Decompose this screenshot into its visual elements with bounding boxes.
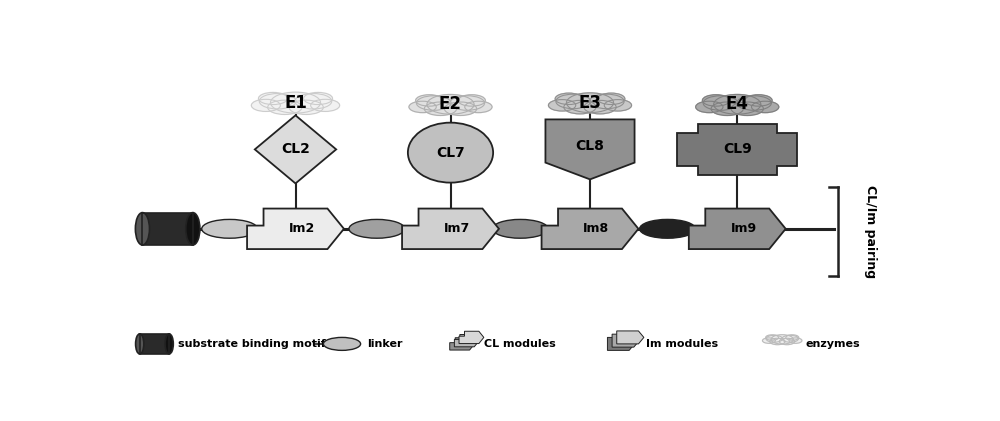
Circle shape xyxy=(731,102,763,115)
Circle shape xyxy=(711,102,743,115)
Polygon shape xyxy=(454,335,479,347)
Circle shape xyxy=(444,102,477,115)
Circle shape xyxy=(702,95,730,106)
Circle shape xyxy=(270,92,321,113)
Polygon shape xyxy=(689,208,786,249)
Text: Im2: Im2 xyxy=(289,222,315,235)
Polygon shape xyxy=(612,334,639,347)
Polygon shape xyxy=(402,208,499,249)
Circle shape xyxy=(259,93,296,109)
Circle shape xyxy=(304,93,333,104)
Circle shape xyxy=(789,338,802,344)
Text: CL8: CL8 xyxy=(576,139,604,153)
Circle shape xyxy=(450,96,485,110)
Text: Im8: Im8 xyxy=(583,222,609,235)
Circle shape xyxy=(458,95,485,106)
Text: Im7: Im7 xyxy=(444,222,470,235)
Circle shape xyxy=(714,94,761,114)
Circle shape xyxy=(737,96,771,110)
Polygon shape xyxy=(545,120,635,179)
Circle shape xyxy=(424,102,457,115)
Text: linker: linker xyxy=(368,339,403,349)
Ellipse shape xyxy=(165,334,173,354)
Text: Im9: Im9 xyxy=(730,222,757,235)
Bar xyxy=(142,213,193,245)
Circle shape xyxy=(598,93,625,104)
Circle shape xyxy=(251,99,280,112)
Circle shape xyxy=(762,338,775,344)
Text: substrate binding motif: substrate binding motif xyxy=(178,339,325,349)
Circle shape xyxy=(465,101,492,113)
Circle shape xyxy=(427,94,474,114)
Text: CL2: CL2 xyxy=(281,142,310,156)
Ellipse shape xyxy=(640,219,695,238)
Circle shape xyxy=(416,96,451,110)
Ellipse shape xyxy=(202,219,258,238)
Circle shape xyxy=(782,335,798,342)
Ellipse shape xyxy=(323,337,361,350)
Circle shape xyxy=(703,96,738,110)
Text: CL modules: CL modules xyxy=(484,339,556,349)
Ellipse shape xyxy=(492,219,548,238)
Circle shape xyxy=(584,100,616,114)
Text: E3: E3 xyxy=(578,94,602,112)
Circle shape xyxy=(566,93,614,112)
Circle shape xyxy=(556,94,591,109)
Text: enzymes: enzymes xyxy=(805,339,860,349)
Circle shape xyxy=(258,93,287,104)
Text: Im modules: Im modules xyxy=(646,339,718,349)
Circle shape xyxy=(289,100,323,115)
Circle shape xyxy=(766,335,782,342)
Polygon shape xyxy=(247,208,344,249)
Ellipse shape xyxy=(408,123,493,183)
Polygon shape xyxy=(617,331,644,344)
Circle shape xyxy=(604,100,632,111)
Circle shape xyxy=(696,101,723,113)
Text: CL7: CL7 xyxy=(436,146,465,160)
Polygon shape xyxy=(459,331,484,344)
Polygon shape xyxy=(607,337,635,350)
Bar xyxy=(142,213,193,245)
Circle shape xyxy=(752,101,779,113)
Circle shape xyxy=(564,100,596,114)
Circle shape xyxy=(548,100,576,111)
Ellipse shape xyxy=(136,334,144,354)
Circle shape xyxy=(745,95,772,106)
Circle shape xyxy=(771,335,793,344)
Text: E4: E4 xyxy=(726,95,749,113)
Text: E1: E1 xyxy=(284,93,307,112)
Bar xyxy=(140,334,169,354)
Ellipse shape xyxy=(186,213,200,245)
Text: E2: E2 xyxy=(439,95,462,113)
Circle shape xyxy=(311,99,340,112)
Circle shape xyxy=(555,93,582,104)
Polygon shape xyxy=(255,115,336,184)
Text: CL/Im pairing: CL/Im pairing xyxy=(864,185,877,278)
Circle shape xyxy=(409,101,436,113)
Circle shape xyxy=(268,100,302,115)
Bar xyxy=(140,334,169,354)
Circle shape xyxy=(770,338,785,345)
Circle shape xyxy=(416,95,443,106)
Circle shape xyxy=(295,93,332,109)
Circle shape xyxy=(766,335,779,340)
Ellipse shape xyxy=(135,213,149,245)
Polygon shape xyxy=(450,338,475,350)
Ellipse shape xyxy=(349,219,405,238)
Polygon shape xyxy=(677,124,797,175)
Circle shape xyxy=(779,338,795,345)
Circle shape xyxy=(589,94,624,109)
Polygon shape xyxy=(542,208,638,249)
Text: CL9: CL9 xyxy=(723,142,752,156)
Circle shape xyxy=(786,335,799,340)
